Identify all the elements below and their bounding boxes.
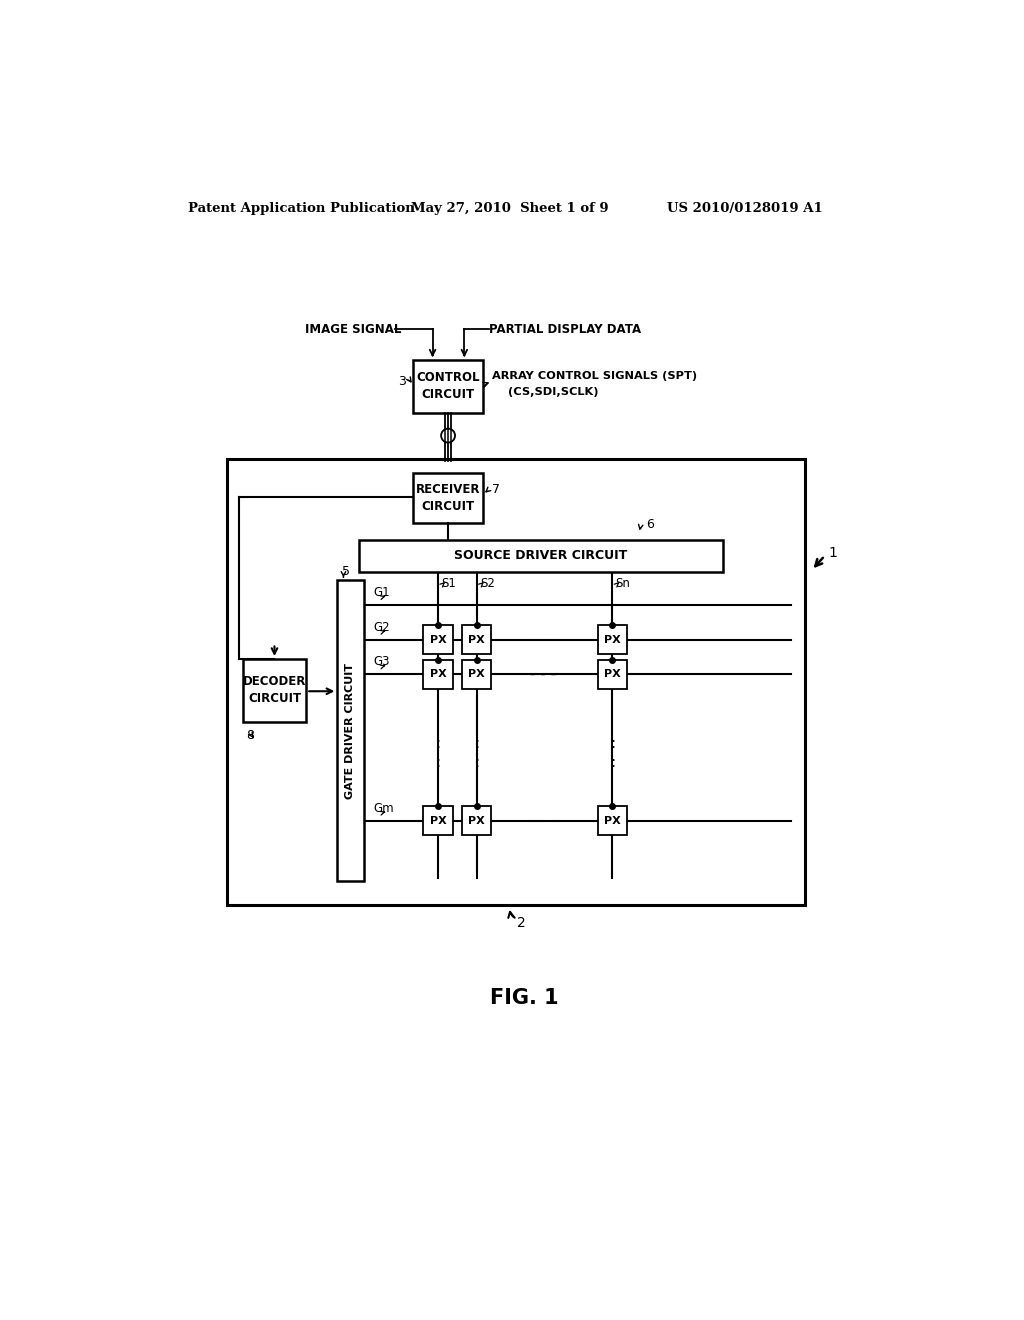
Bar bbox=[243, 659, 306, 722]
Text: PX: PX bbox=[430, 669, 446, 680]
Bar bbox=[462, 660, 492, 689]
Bar bbox=[359, 540, 723, 572]
Text: SOURCE DRIVER CIRCUIT: SOURCE DRIVER CIRCUIT bbox=[455, 549, 628, 562]
Bar bbox=[414, 360, 483, 412]
Text: :: : bbox=[474, 737, 479, 751]
Bar bbox=[462, 807, 492, 836]
Bar bbox=[227, 459, 805, 906]
Text: :: : bbox=[610, 755, 615, 771]
Text: PX: PX bbox=[468, 669, 485, 680]
Text: GATE DRIVER CIRCUIT: GATE DRIVER CIRCUIT bbox=[345, 663, 355, 799]
Text: CONTROL
CIRCUIT: CONTROL CIRCUIT bbox=[417, 371, 480, 401]
Text: PX: PX bbox=[430, 816, 446, 825]
Text: :: : bbox=[435, 737, 440, 751]
Text: 5: 5 bbox=[342, 565, 350, 578]
Text: 6: 6 bbox=[646, 517, 653, 531]
Bar bbox=[462, 626, 492, 655]
Text: G2: G2 bbox=[373, 620, 389, 634]
Text: 8: 8 bbox=[246, 730, 254, 742]
Text: Gm: Gm bbox=[373, 801, 393, 814]
Text: :: : bbox=[474, 755, 479, 771]
Text: 3: 3 bbox=[398, 375, 407, 388]
Text: - - -: - - - bbox=[529, 667, 556, 682]
Text: IMAGE SIGNAL: IMAGE SIGNAL bbox=[305, 323, 401, 335]
Text: PX: PX bbox=[430, 635, 446, 644]
Text: :: : bbox=[610, 737, 615, 751]
Text: PX: PX bbox=[604, 669, 621, 680]
Text: (CS,SDI,SCLK): (CS,SDI,SCLK) bbox=[508, 387, 598, 397]
Text: - - -: - - - bbox=[529, 632, 556, 647]
Bar bbox=[423, 660, 453, 689]
Bar bbox=[423, 626, 453, 655]
Text: Sn: Sn bbox=[615, 577, 631, 590]
Text: S2: S2 bbox=[480, 577, 495, 590]
Text: PARTIAL DISPLAY DATA: PARTIAL DISPLAY DATA bbox=[489, 323, 641, 335]
Text: PX: PX bbox=[604, 635, 621, 644]
Bar bbox=[598, 626, 627, 655]
Text: S1: S1 bbox=[441, 577, 456, 590]
Text: 1: 1 bbox=[828, 545, 838, 560]
Text: Patent Application Publication: Patent Application Publication bbox=[188, 202, 415, 215]
Bar bbox=[598, 660, 627, 689]
Bar bbox=[423, 807, 453, 836]
Text: 2: 2 bbox=[517, 916, 526, 931]
Text: ARRAY CONTROL SIGNALS (SPT): ARRAY CONTROL SIGNALS (SPT) bbox=[493, 371, 697, 381]
Text: PX: PX bbox=[604, 816, 621, 825]
Bar bbox=[414, 473, 483, 523]
Text: DECODER
CIRCUIT: DECODER CIRCUIT bbox=[243, 676, 306, 705]
Text: - - -: - - - bbox=[529, 813, 556, 828]
Text: FIG. 1: FIG. 1 bbox=[490, 987, 559, 1007]
Text: 7: 7 bbox=[493, 483, 501, 496]
Text: G3: G3 bbox=[373, 656, 389, 668]
Circle shape bbox=[441, 429, 455, 442]
Bar bbox=[337, 581, 364, 880]
Text: PX: PX bbox=[468, 816, 485, 825]
Bar bbox=[598, 807, 627, 836]
Text: :: : bbox=[435, 755, 440, 771]
Text: RECEIVER
CIRCUIT: RECEIVER CIRCUIT bbox=[416, 483, 480, 512]
Text: May 27, 2010  Sheet 1 of 9: May 27, 2010 Sheet 1 of 9 bbox=[411, 202, 608, 215]
Text: PX: PX bbox=[468, 635, 485, 644]
Text: US 2010/0128019 A1: US 2010/0128019 A1 bbox=[667, 202, 822, 215]
Text: G1: G1 bbox=[373, 586, 389, 599]
